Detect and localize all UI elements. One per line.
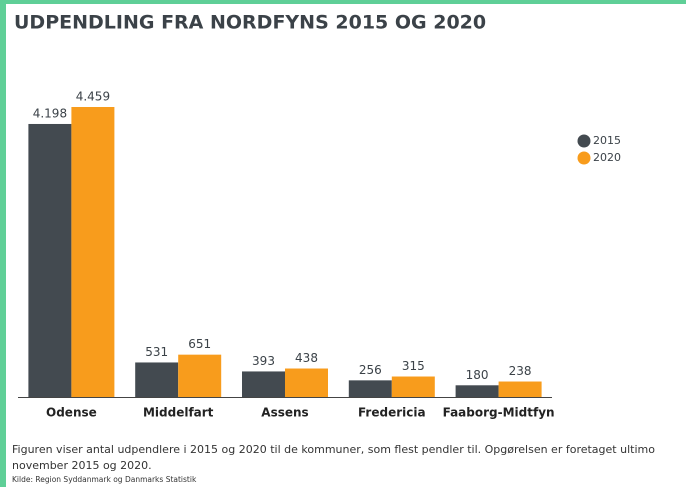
legend-label: 2015 (593, 134, 621, 147)
x-tick-label: Fredericia (358, 406, 426, 420)
bar (455, 385, 499, 397)
value-label: 393 (252, 354, 275, 368)
value-label: 180 (466, 368, 489, 382)
bar (348, 380, 392, 397)
x-tick-label: Middelfart (143, 406, 214, 420)
value-label: 4.459 (76, 90, 110, 104)
legend-marker (577, 151, 591, 165)
value-label: 4.198 (33, 106, 67, 120)
x-tick-label: Faaborg-Midtfyn (443, 406, 555, 420)
bar (242, 371, 285, 397)
bar (71, 107, 115, 397)
legend-label: 2020 (593, 151, 621, 164)
chart-title: UDPENDLING FRA NORDFYNS 2015 OG 2020 (14, 12, 486, 34)
bar (498, 381, 542, 397)
value-label: 256 (359, 363, 382, 377)
x-tick-label: Assens (261, 406, 308, 420)
bar (178, 354, 222, 397)
value-label: 531 (145, 345, 168, 359)
legend-marker (577, 134, 591, 148)
value-label: 438 (295, 351, 318, 365)
bar (135, 362, 179, 397)
x-tick-label: Odense (46, 406, 97, 420)
value-label: 238 (509, 364, 532, 378)
caption: Figuren viser antal udpendlere i 2015 og… (12, 443, 655, 472)
value-label: 651 (188, 337, 211, 351)
bar (391, 376, 435, 397)
bar (28, 123, 72, 397)
frame: UDPENDLING FRA NORDFYNS 2015 OG 2020 4.1… (6, 4, 686, 487)
chart: UDPENDLING FRA NORDFYNS 2015 OG 2020 4.1… (14, 12, 621, 420)
bar (285, 368, 328, 397)
source: Kilde: Region Syddanmark og Danmarks Sta… (12, 475, 197, 484)
value-label: 315 (402, 359, 425, 373)
